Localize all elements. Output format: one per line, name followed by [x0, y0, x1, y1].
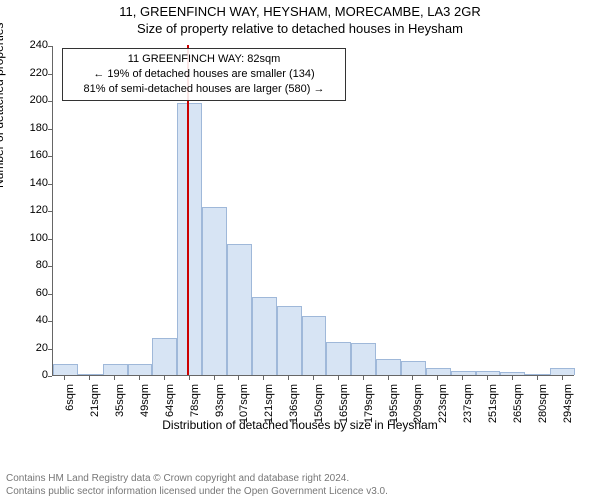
- annotation-line-2: ← 19% of detached houses are smaller (13…: [69, 67, 339, 82]
- x-tick-mark: [214, 376, 215, 380]
- y-tick-mark: [48, 294, 52, 295]
- histogram-bar: [326, 342, 351, 375]
- histogram-bar: [277, 306, 302, 375]
- y-tick-mark: [48, 239, 52, 240]
- x-tick-mark: [288, 376, 289, 380]
- y-tick-mark: [48, 184, 52, 185]
- annotation-line-3: 81% of semi-detached houses are larger (…: [69, 82, 339, 97]
- histogram-bar: [252, 297, 277, 375]
- histogram-bar: [152, 338, 177, 375]
- histogram-bar: [500, 372, 525, 375]
- histogram-bar: [451, 371, 476, 375]
- y-tick-mark: [48, 266, 52, 267]
- y-tick-label: 80: [20, 259, 48, 271]
- y-tick-label: 100: [20, 232, 48, 244]
- histogram-bar: [401, 361, 426, 375]
- y-tick-label: 180: [20, 122, 48, 134]
- footer-line-2: Contains public sector information licen…: [6, 486, 388, 499]
- y-tick-mark: [48, 211, 52, 212]
- histogram-bar: [351, 343, 376, 375]
- x-tick-mark: [412, 376, 413, 380]
- y-tick-label: 0: [20, 369, 48, 381]
- y-tick-label: 220: [20, 67, 48, 79]
- y-tick-mark: [48, 46, 52, 47]
- x-tick-mark: [64, 376, 65, 380]
- x-tick-mark: [114, 376, 115, 380]
- histogram-bar: [177, 103, 202, 375]
- y-tick-label: 40: [20, 314, 48, 326]
- x-tick-mark: [338, 376, 339, 380]
- y-tick-label: 60: [20, 287, 48, 299]
- histogram-bar: [78, 374, 103, 375]
- histogram-bar: [476, 371, 501, 375]
- y-tick-mark: [48, 129, 52, 130]
- annotation-line-1: 11 GREENFINCH WAY: 82sqm: [69, 52, 339, 67]
- histogram-bar: [202, 207, 227, 375]
- y-tick-label: 200: [20, 94, 48, 106]
- x-tick-mark: [164, 376, 165, 380]
- x-tick-mark: [462, 376, 463, 380]
- x-tick-mark: [189, 376, 190, 380]
- y-tick-mark: [48, 74, 52, 75]
- x-tick-mark: [537, 376, 538, 380]
- histogram-bar: [128, 364, 153, 375]
- x-tick-mark: [487, 376, 488, 380]
- x-tick-mark: [437, 376, 438, 380]
- x-tick-mark: [238, 376, 239, 380]
- y-tick-mark: [48, 156, 52, 157]
- histogram-bar: [227, 244, 252, 375]
- x-tick-mark: [512, 376, 513, 380]
- y-tick-mark: [48, 101, 52, 102]
- y-tick-label: 160: [20, 149, 48, 161]
- x-axis-label: Distribution of detached houses by size …: [0, 418, 600, 432]
- y-tick-label: 240: [20, 39, 48, 51]
- y-tick-mark: [48, 376, 52, 377]
- histogram-bar: [550, 368, 575, 375]
- x-tick-mark: [139, 376, 140, 380]
- histogram-bar: [53, 364, 78, 375]
- histogram-bar: [376, 359, 401, 376]
- histogram-bar: [525, 374, 550, 375]
- x-tick-mark: [263, 376, 264, 380]
- histogram-bar: [103, 364, 128, 375]
- y-axis-label: Number of detached properties: [0, 23, 6, 188]
- y-tick-label: 20: [20, 342, 48, 354]
- title-address: 11, GREENFINCH WAY, HEYSHAM, MORECAMBE, …: [0, 4, 600, 19]
- x-tick-mark: [562, 376, 563, 380]
- title-subtitle: Size of property relative to detached ho…: [0, 21, 600, 36]
- y-tick-label: 140: [20, 177, 48, 189]
- y-tick-label: 120: [20, 204, 48, 216]
- annotation-box: 11 GREENFINCH WAY: 82sqm ← 19% of detach…: [62, 48, 346, 101]
- footer-attribution: Contains HM Land Registry data © Crown c…: [6, 473, 388, 498]
- x-tick-mark: [313, 376, 314, 380]
- x-tick-mark: [388, 376, 389, 380]
- x-tick-mark: [363, 376, 364, 380]
- chart-header: 11, GREENFINCH WAY, HEYSHAM, MORECAMBE, …: [0, 0, 600, 36]
- histogram-bar: [302, 316, 327, 375]
- footer-line-1: Contains HM Land Registry data © Crown c…: [6, 473, 388, 486]
- histogram-bar: [426, 368, 451, 375]
- x-tick-mark: [89, 376, 90, 380]
- y-tick-mark: [48, 321, 52, 322]
- y-tick-mark: [48, 349, 52, 350]
